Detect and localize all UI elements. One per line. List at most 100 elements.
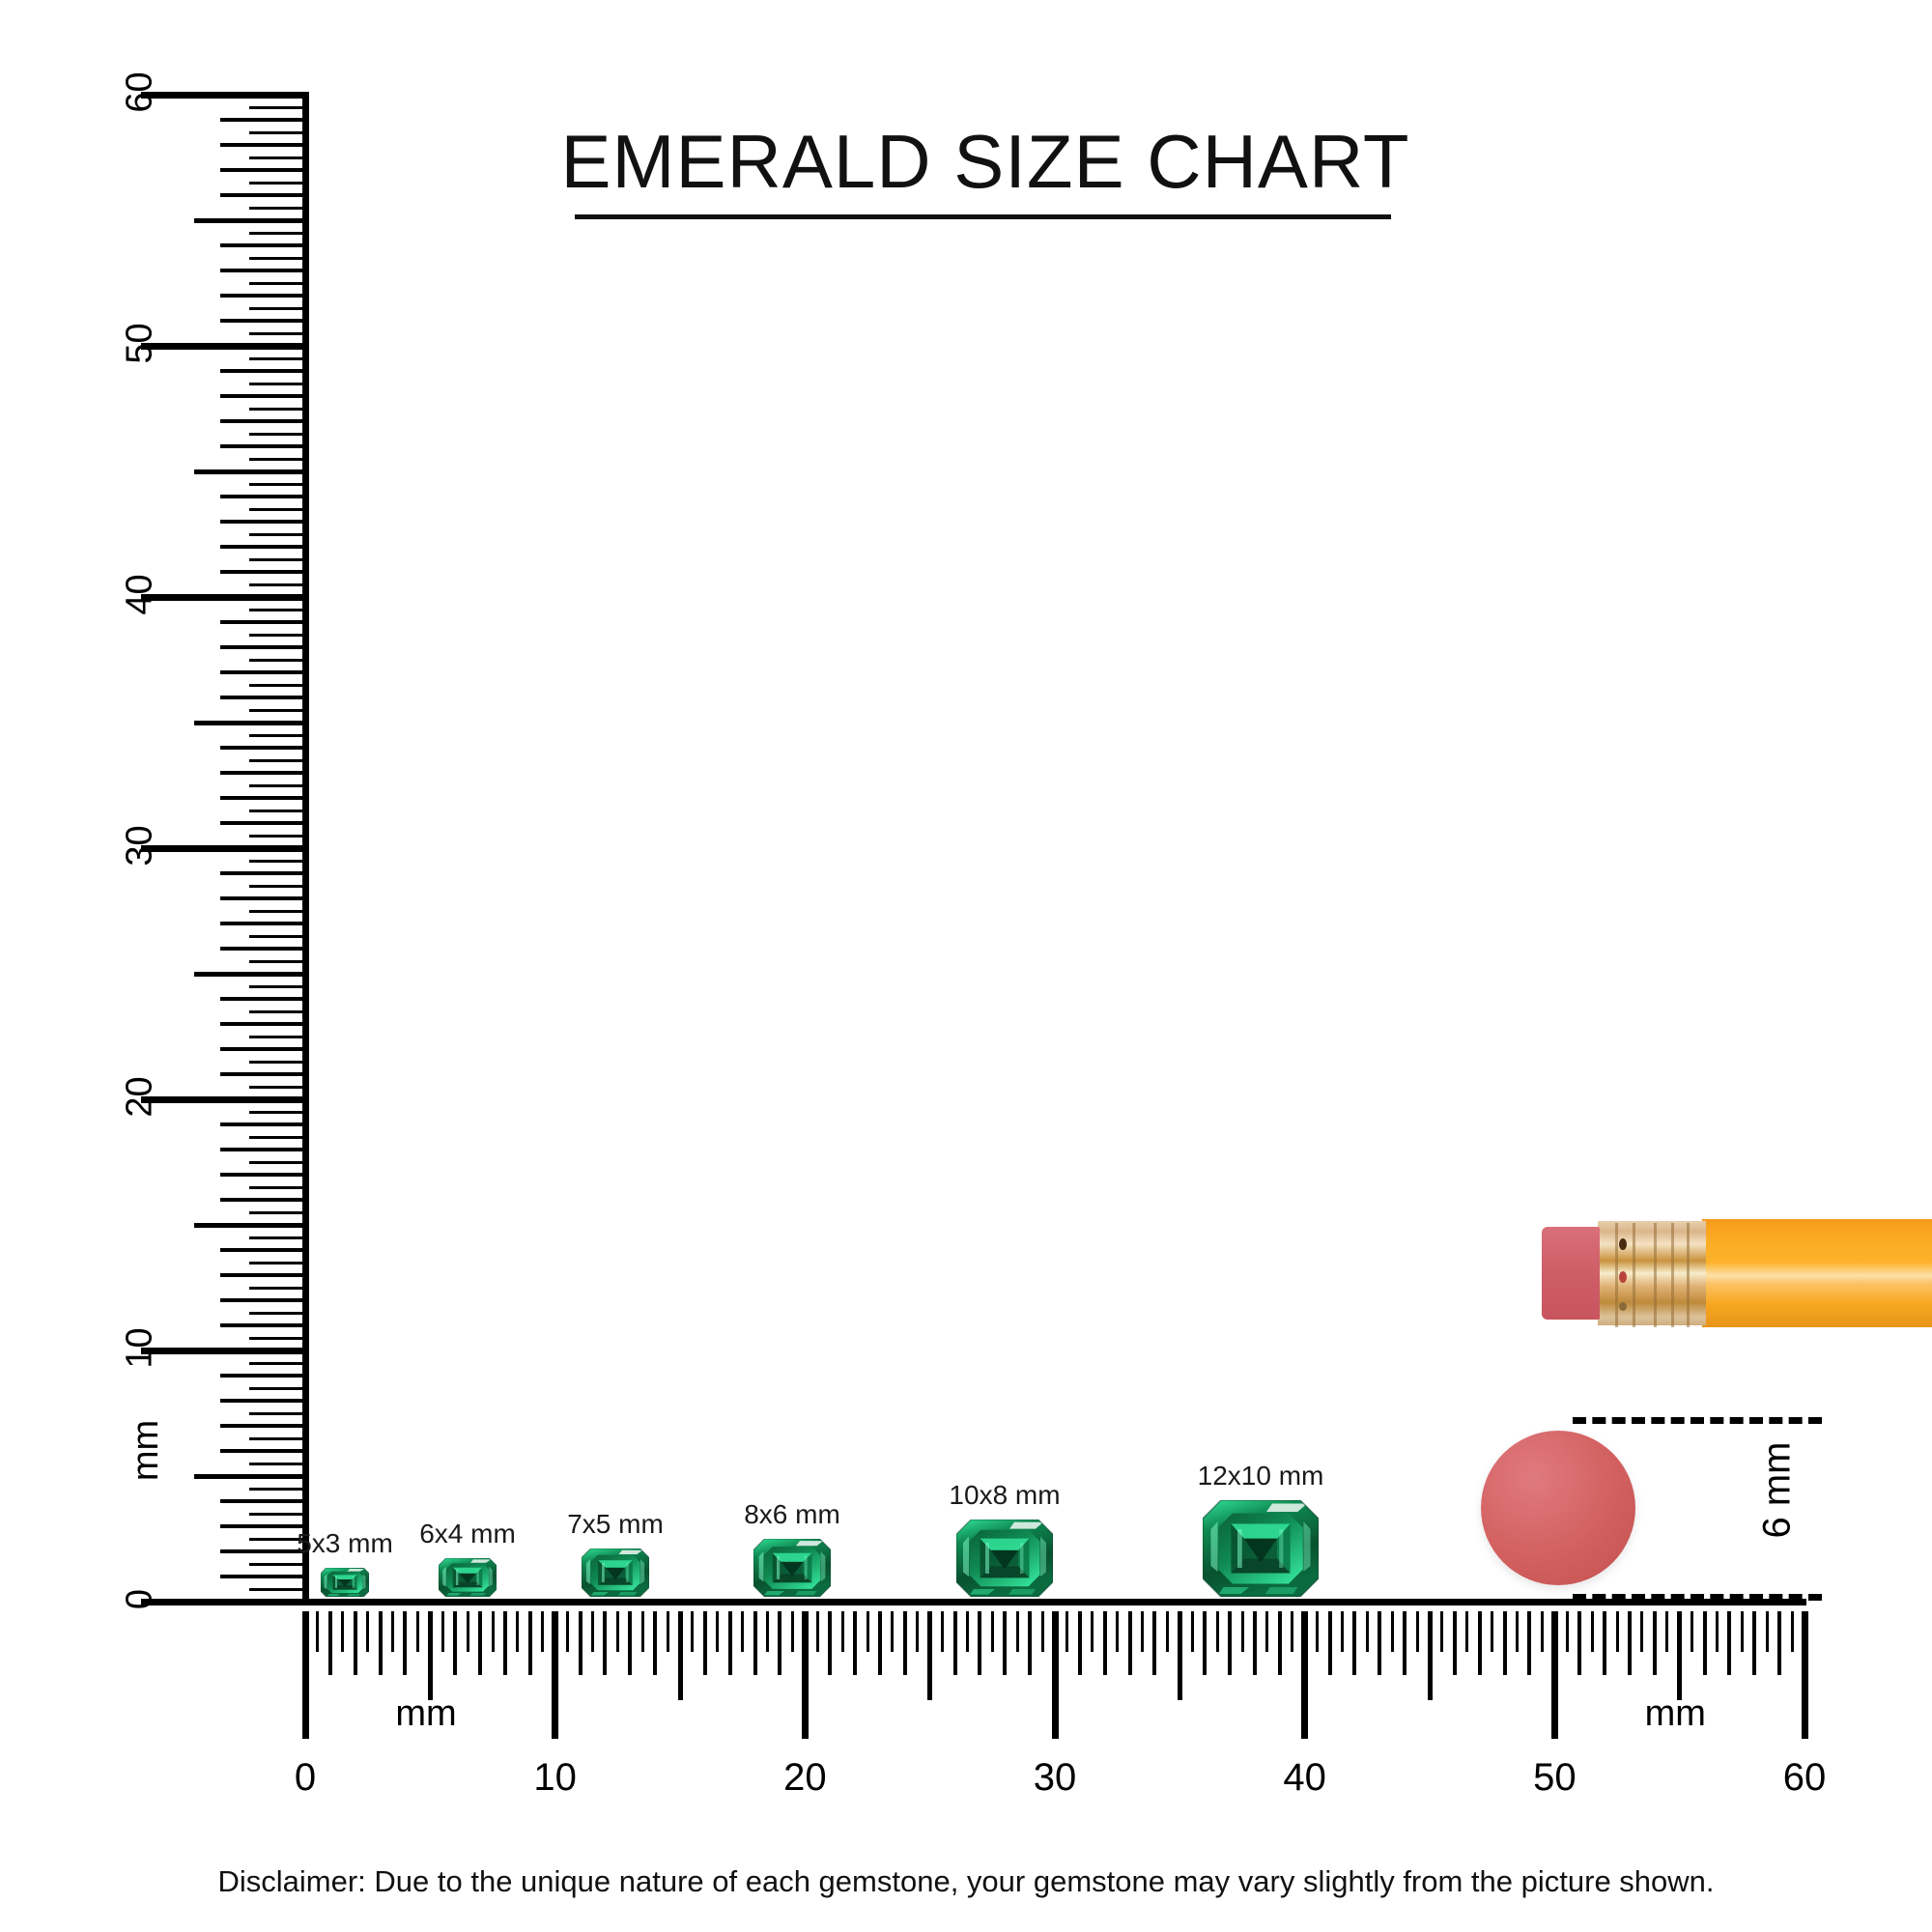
hruler-minor-tick [566,1611,570,1652]
vruler-minor-tick [249,984,305,988]
hruler-mid-tick [927,1611,933,1700]
vruler-minor-tick [220,545,305,549]
hruler-minor-tick [1777,1611,1782,1675]
gemstone-size-label: 6x4 mm [419,1519,516,1548]
hruler-minor-tick [1240,1611,1244,1652]
gemstone-shape [581,1548,650,1602]
hruler-minor-tick [491,1611,495,1652]
gemstone-item[interactable]: 5x3 mm [297,1528,393,1602]
ferrule-crimp-dot [1619,1238,1627,1250]
hruler-minor-tick [603,1611,608,1675]
vruler-minor-tick [220,1148,305,1151]
vruler-minor-tick [220,143,305,147]
ferrule-ring [1633,1223,1635,1327]
hruler-minor-tick [1228,1611,1233,1675]
hruler-minor-tick [391,1611,395,1652]
vruler-minor-tick [249,206,305,210]
vruler-number: 50 [119,323,160,364]
hruler-mid-tick [427,1611,433,1700]
hruler-minor-tick [1502,1611,1507,1675]
ferrule-ring [1671,1223,1674,1327]
vruler-minor-tick [249,1286,305,1290]
hruler-minor-tick [1615,1611,1619,1652]
hruler-minor-tick [1440,1611,1444,1652]
hruler-minor-tick [1415,1611,1419,1652]
vruler-minor-tick [220,645,305,649]
hruler-minor-tick [866,1611,869,1652]
vruler-number: 30 [119,825,160,867]
hruler-major-tick [801,1611,809,1739]
hruler-minor-tick [1740,1611,1744,1652]
gemstone-item[interactable]: 10x8 mm [949,1480,1061,1602]
vruler-major-tick [141,1347,305,1354]
vruler-minor-tick [249,130,305,134]
hruler-minor-tick [1365,1611,1369,1652]
hruler-major-tick [1550,1611,1558,1739]
hruler-minor-tick [1540,1611,1544,1652]
vruler-minor-tick [249,834,305,838]
hruler-minor-tick [877,1611,882,1675]
page-title: EMERALD SIZE CHART [560,119,1410,204]
hruler-minor-tick [1277,1611,1282,1675]
hruler-minor-tick [1465,1611,1469,1652]
hruler-mid-tick [677,1611,683,1700]
vruler-minor-tick [220,444,305,448]
vruler-minor-tick [249,1562,305,1566]
vruler-minor-tick [220,771,305,775]
vruler-minor-tick [249,105,305,109]
gemstone-shape [438,1557,497,1602]
hruler-mid-tick [1427,1611,1433,1700]
vruler-minor-tick [249,1210,305,1214]
vruler-minor-tick [220,1273,305,1277]
gemstone-item[interactable]: 8x6 mm [744,1499,840,1602]
hruler-minor-tick [978,1611,982,1675]
gemstone-size-label: 12x10 mm [1197,1461,1324,1491]
vruler-minor-tick [220,319,305,323]
hruler-minor-tick [615,1611,619,1652]
vruler-minor-tick [249,1537,305,1541]
hruler-number: 60 [1782,1756,1827,1799]
gemstone-emerald-cut [438,1557,497,1598]
pencil-body [1702,1219,1932,1327]
vruler-minor-tick [249,1035,305,1038]
hruler-minor-tick [815,1611,819,1652]
vruler-minor-tick [220,670,305,674]
vruler-minor-tick [249,432,305,436]
gemstone-emerald-cut [581,1548,650,1598]
gemstone-item[interactable]: 7x5 mm [567,1509,664,1602]
vruler-minor-tick [220,1198,305,1202]
gemstone-item[interactable]: 12x10 mm [1198,1461,1323,1602]
gemstone-item[interactable]: 6x4 mm [419,1519,516,1602]
ferrule-ring [1615,1223,1618,1327]
hruler-minor-tick [1215,1611,1219,1652]
pencil-ferrule [1598,1221,1706,1327]
vruler-minor-tick [249,1009,305,1013]
vruler-minor-tick [220,871,305,875]
vruler-minor-tick [220,369,305,373]
hruler-minor-tick [1378,1611,1382,1675]
title-underline [575,214,1391,219]
hruler-minor-tick [353,1611,357,1675]
vruler-minor-tick [249,733,305,737]
hruler-minor-tick [1727,1611,1732,1675]
vruler-minor-tick [249,909,305,913]
hruler-minor-tick [1327,1611,1332,1675]
vruler-mid-tick [194,1473,305,1479]
vruler-minor-tick [249,633,305,637]
vruler-major-tick [141,342,305,350]
hruler-minor-tick [440,1611,444,1652]
gemstone-emerald-cut [1202,1499,1320,1598]
hruler-minor-tick [478,1611,483,1675]
vruler-minor-tick [249,1587,305,1591]
hruler-minor-tick [840,1611,844,1652]
hruler-major-tick [1051,1611,1059,1739]
hruler-minor-tick [828,1611,833,1675]
hruler-minor-tick [1102,1611,1107,1675]
vruler-minor-tick [220,1248,305,1252]
vruler-minor-tick [249,1185,305,1189]
vruler-minor-tick [249,231,305,235]
vruler-minor-tick [220,168,305,172]
hruler-minor-tick [1527,1611,1532,1675]
pencil-eraser-top-view [1481,1431,1635,1585]
vruler-major-tick [141,91,305,99]
